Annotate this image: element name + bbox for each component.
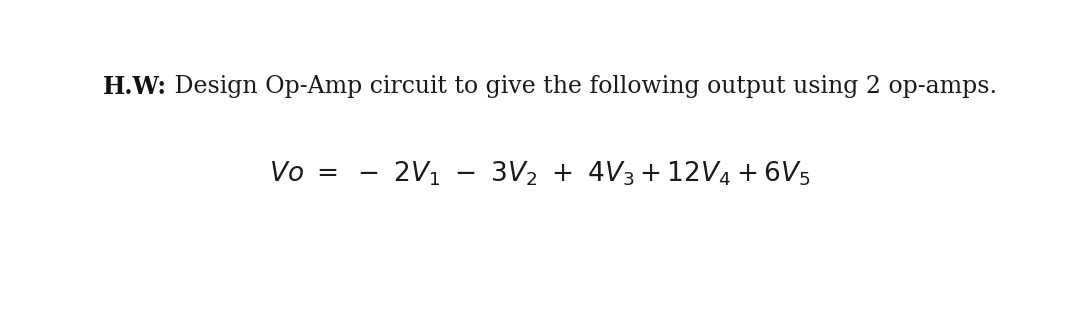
Text: $\mathit{Vo}\ =\ -\ 2V_1\ -\ 3V_2\ +\ 4V_3 + 12V_4 + 6V_5$: $\mathit{Vo}\ =\ -\ 2V_1\ -\ 3V_2\ +\ 4V…	[269, 159, 811, 188]
Text: Design Op-Amp circuit to give the following output using 2 op-amps.: Design Op-Amp circuit to give the follow…	[166, 75, 997, 98]
Text: H.W:: H.W:	[103, 75, 166, 99]
